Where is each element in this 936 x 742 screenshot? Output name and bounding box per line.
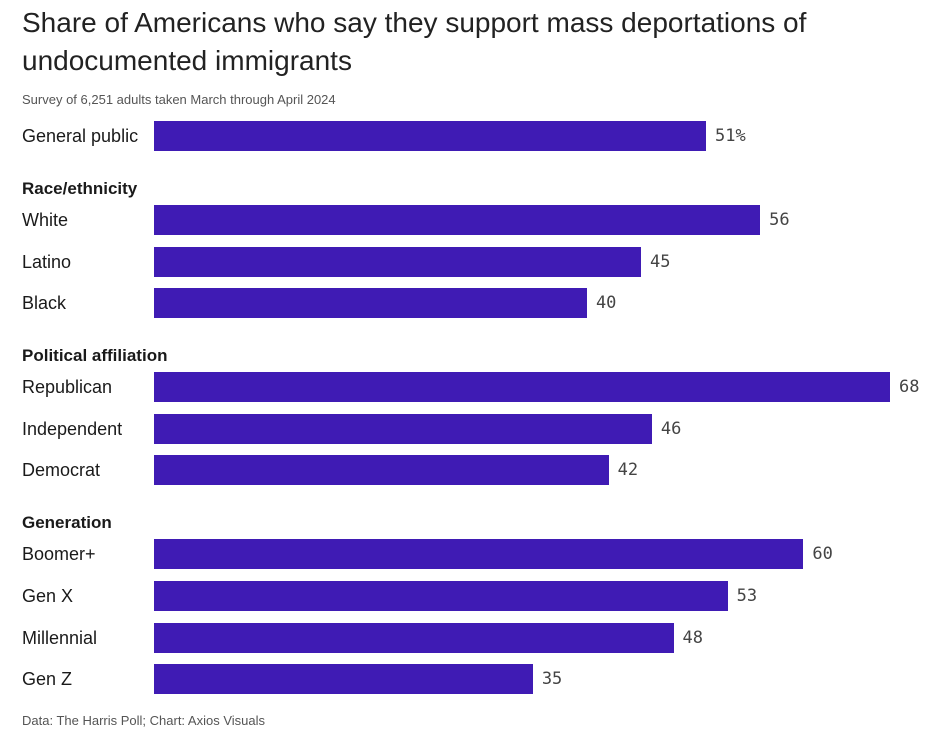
- bar-label: Black: [22, 293, 67, 314]
- bar: [154, 205, 761, 235]
- bar: [154, 581, 728, 611]
- group-header: Political affiliation: [22, 346, 168, 366]
- bar: [154, 455, 609, 486]
- bar: [154, 288, 587, 319]
- value-label: 51%: [715, 126, 746, 146]
- value-label: 42: [617, 460, 639, 481]
- chart-title: Share of Americans who say they support …: [22, 7, 807, 76]
- value-label: 56: [769, 210, 790, 230]
- chart-subtitle: Survey of 6,251 adults taken March throu…: [22, 92, 336, 107]
- value-label: 45: [650, 251, 671, 272]
- group-header: Race/ethnicity: [22, 179, 138, 198]
- value-label: 53: [736, 586, 758, 606]
- value-label: 68: [899, 377, 920, 398]
- bar-label: Republican: [22, 377, 113, 398]
- bar-label: White: [22, 210, 69, 230]
- value-label: 46: [660, 418, 682, 439]
- bar-label: Boomer+: [22, 544, 96, 565]
- bar-label: Gen X: [22, 586, 74, 606]
- bar: [154, 664, 533, 695]
- bar-label: Latino: [22, 251, 72, 272]
- bar: [154, 372, 890, 403]
- bar-label: Independent: [22, 418, 123, 439]
- value-label: 35: [541, 669, 563, 690]
- bar-label: Democrat: [22, 460, 101, 481]
- bar-label: Millennial: [22, 627, 98, 648]
- group-header: Generation: [22, 513, 112, 533]
- value-label: 60: [812, 544, 833, 565]
- bar: [154, 413, 652, 444]
- bar: [154, 246, 642, 277]
- bar: [154, 539, 804, 570]
- chart-source: Data: The Harris Poll; Chart: Axios Visu…: [22, 713, 266, 728]
- bar-label: General public: [22, 126, 139, 146]
- value-label: 48: [682, 627, 703, 648]
- value-label: 40: [595, 293, 617, 314]
- bar: [154, 121, 706, 151]
- bar-label: Gen Z: [22, 669, 73, 690]
- bar: [154, 622, 674, 653]
